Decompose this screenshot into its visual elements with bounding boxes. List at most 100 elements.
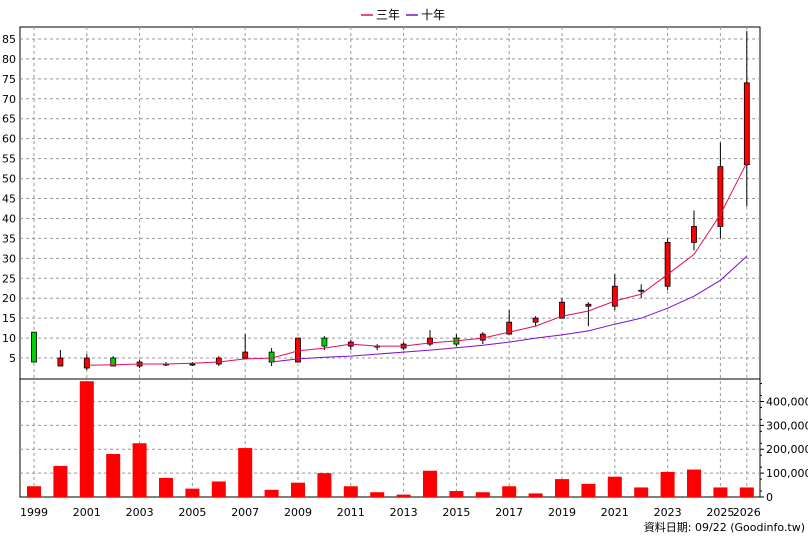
- candle-body: [31, 331, 37, 363]
- legend-label-3yr: 三年: [376, 8, 400, 22]
- volume-bar: [264, 489, 279, 497]
- volume-bar: [370, 492, 385, 497]
- price-tick-label: 40: [2, 212, 16, 225]
- price-tick-label: 75: [2, 73, 16, 86]
- x-tick-label: 2001: [73, 506, 101, 519]
- volume-bar: [713, 487, 728, 497]
- x-tick-label: 2009: [284, 506, 312, 519]
- candle-body: [427, 337, 433, 345]
- x-axis: 1999 2001 2003 2005 2007 2009 2011 2013 2015 2017…: [20, 506, 761, 519]
- volume-tick-label: 100,000: [766, 467, 808, 480]
- volume-bar: [634, 487, 649, 497]
- x-tick-label: 2015: [442, 506, 470, 519]
- volume-tick-label: 400,000: [766, 395, 808, 408]
- candle-body: [638, 289, 645, 292]
- volume-bar: [607, 476, 622, 497]
- candle-body: [215, 357, 222, 365]
- volume-bar: [555, 479, 569, 497]
- candle-body: [691, 226, 697, 243]
- volume-bar: [132, 443, 147, 497]
- volume-bar: [185, 488, 200, 497]
- x-tick-label: 2017: [495, 506, 523, 519]
- volume-bar: [211, 481, 226, 497]
- volume-bar: [475, 492, 490, 497]
- volume-bar: [396, 494, 411, 497]
- x-tick-label: 2019: [548, 506, 576, 519]
- volume-bar: [27, 486, 41, 497]
- volume-bar: [159, 477, 173, 497]
- x-tick-label: 2026: [733, 506, 761, 519]
- candle-body: [611, 285, 618, 307]
- price-tick-label: 45: [2, 193, 16, 206]
- x-tick-label: 2003: [126, 506, 154, 519]
- candle-body: [717, 166, 724, 227]
- x-tick-label: 2007: [231, 506, 259, 519]
- source-label: 資料日期: 09/22 (Goodinfo.tw): [644, 520, 805, 534]
- price-tick-label: 50: [2, 173, 16, 186]
- x-tick-label: 2023: [654, 506, 682, 519]
- volume-tick-label: 300,000: [766, 419, 808, 432]
- x-tick-label: 2013: [390, 506, 418, 519]
- plot-frame: [19, 26, 761, 498]
- legend: 三年 十年: [361, 8, 445, 22]
- volume-bar: [317, 473, 332, 497]
- candle-body: [57, 357, 64, 367]
- candle-body: [479, 333, 486, 341]
- candle-body: [321, 337, 328, 347]
- candle-body: [559, 301, 565, 319]
- candle-body: [268, 351, 275, 363]
- volume-bar: [528, 493, 543, 497]
- volume-bar: [449, 491, 464, 497]
- volume-bar: [53, 465, 68, 497]
- price-tick-label: 70: [2, 93, 16, 106]
- x-tick-label: 2025: [706, 506, 734, 519]
- price-tick-label: 20: [2, 292, 16, 305]
- price-tick-label: 25: [2, 272, 16, 285]
- candle-body: [532, 317, 539, 323]
- candle-body: [585, 303, 592, 307]
- price-tick-label: 10: [2, 332, 16, 345]
- volume-bar: [423, 470, 437, 497]
- candle-body: [83, 357, 90, 369]
- price-tick-label: 5: [9, 352, 16, 365]
- volume-bar: [739, 487, 754, 497]
- candle-body: [189, 363, 196, 366]
- volume-bar: [291, 482, 305, 497]
- volume-bar: [660, 471, 675, 497]
- x-tick-label: 1999: [20, 506, 48, 519]
- volume-bar: [106, 454, 121, 497]
- volume-tick-label: 200,000: [766, 443, 808, 456]
- volume-bars: [27, 381, 754, 497]
- candle-body: [743, 82, 750, 166]
- price-tick-label: 30: [2, 252, 16, 265]
- x-tick-label: 2021: [601, 506, 629, 519]
- price-tick-label: 35: [2, 232, 16, 245]
- price-tick-label: 65: [2, 113, 16, 126]
- candle-body: [242, 351, 249, 359]
- volume-bar: [502, 486, 517, 497]
- candle-body: [110, 357, 117, 367]
- volume-bar: [79, 381, 94, 497]
- candle-body: [664, 241, 671, 287]
- grid-lines: [20, 27, 760, 497]
- candle-body: [295, 337, 301, 363]
- volume-tick-label: 0: [766, 491, 773, 504]
- price-tick-label: 15: [2, 312, 16, 325]
- volume-bar: [343, 486, 358, 497]
- price-tick-label: 60: [2, 133, 16, 146]
- ma-10yr-line: [271, 255, 748, 363]
- price-tick-label: 80: [2, 53, 16, 66]
- price-tick-label: 85: [2, 33, 16, 46]
- candle-body: [506, 321, 513, 335]
- ma-3yr-line: [86, 162, 748, 366]
- price-axis: 5 10 15 20 25 30 35 40 45 50 55 60 65 70 75 80 85: [2, 33, 16, 365]
- volume-bar: [581, 483, 596, 497]
- x-tick-label: 2011: [337, 506, 365, 519]
- volume-bar: [687, 469, 701, 497]
- price-tick-label: 55: [2, 153, 16, 166]
- legend-label-10yr: 十年: [421, 8, 445, 22]
- volume-bar: [238, 448, 253, 497]
- volume-axis: 0 100,000 200,000 300,000 400,000: [760, 383, 808, 504]
- x-tick-label: 2005: [178, 506, 206, 519]
